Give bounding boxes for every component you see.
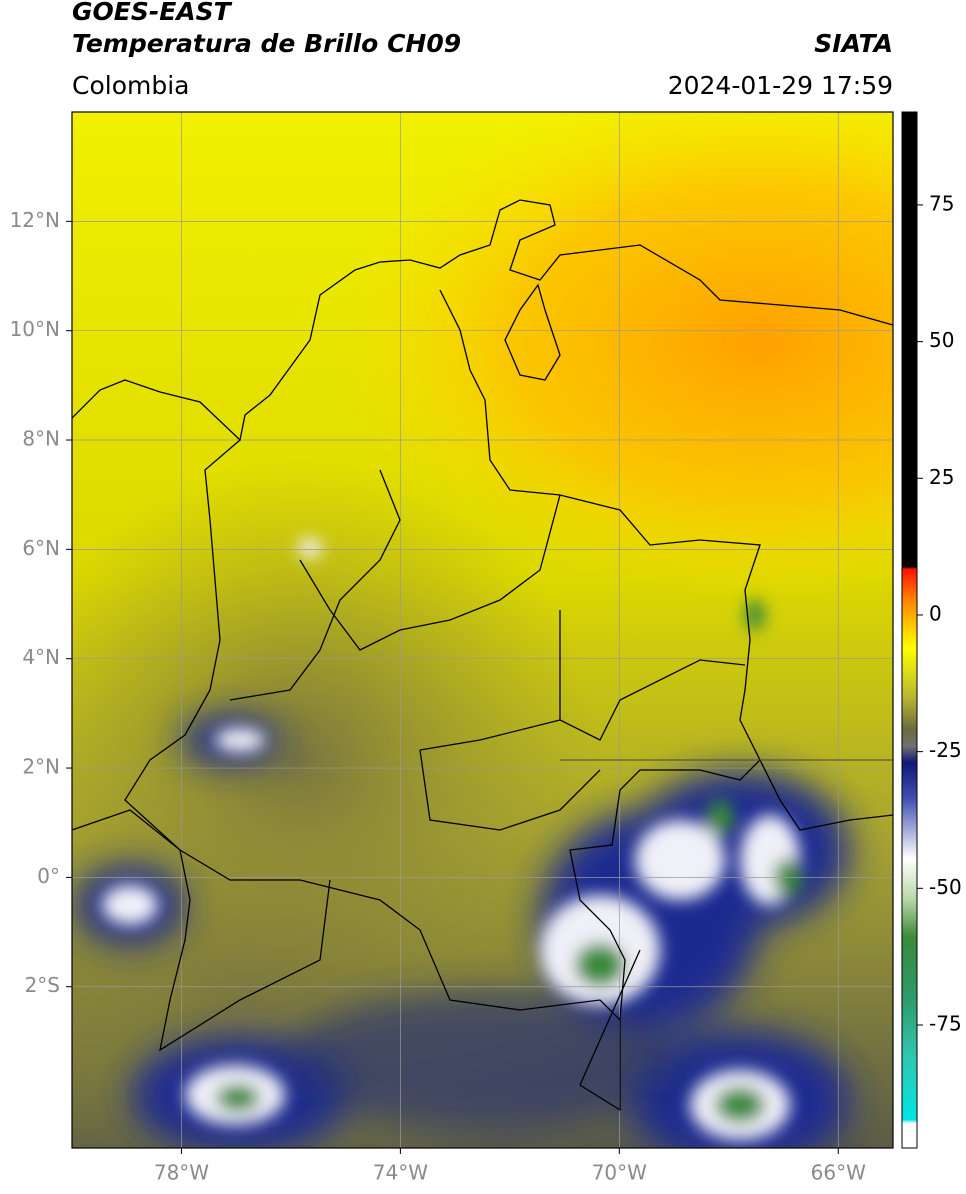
region: Colombia — [72, 71, 189, 100]
y-tick-label: 8°N — [22, 427, 60, 451]
colorbar-tick-label: 75 — [929, 191, 954, 215]
colorbar-tick-label: 0 — [929, 601, 942, 625]
satellite-image — [72, 112, 893, 1148]
title: GOES-EAST — [72, 0, 233, 26]
timestamp: 2024-01-29 17:59 — [668, 71, 893, 100]
colorbar-tick-label: -75 — [929, 1011, 962, 1035]
x-tick-label: 78°W — [154, 1161, 209, 1185]
y-tick-label: 2°S — [25, 973, 60, 997]
colorbar-tick-label: -50 — [929, 875, 962, 899]
colorbar-tick-label: -25 — [929, 738, 962, 762]
colorbar — [901, 111, 918, 1149]
y-tick-label: 0° — [37, 864, 60, 888]
y-tick-label: 10°N — [10, 317, 60, 341]
source: SIATA — [814, 29, 893, 58]
colorbar-tick-label: 25 — [929, 465, 954, 489]
y-tick-label: 2°N — [22, 755, 60, 779]
x-tick-label: 70°W — [592, 1161, 647, 1185]
map-frame — [71, 111, 894, 1149]
y-tick-label: 4°N — [22, 645, 60, 669]
subtitle: Temperatura de Brillo CH09 — [72, 29, 461, 58]
colorbar-tick-label: 50 — [929, 328, 954, 352]
borders — [72, 199, 893, 1112]
x-tick-label: 66°W — [811, 1161, 866, 1185]
x-tick-label: 74°W — [373, 1161, 428, 1185]
y-tick-label: 6°N — [22, 536, 60, 560]
y-tick-label: 12°N — [10, 208, 60, 232]
